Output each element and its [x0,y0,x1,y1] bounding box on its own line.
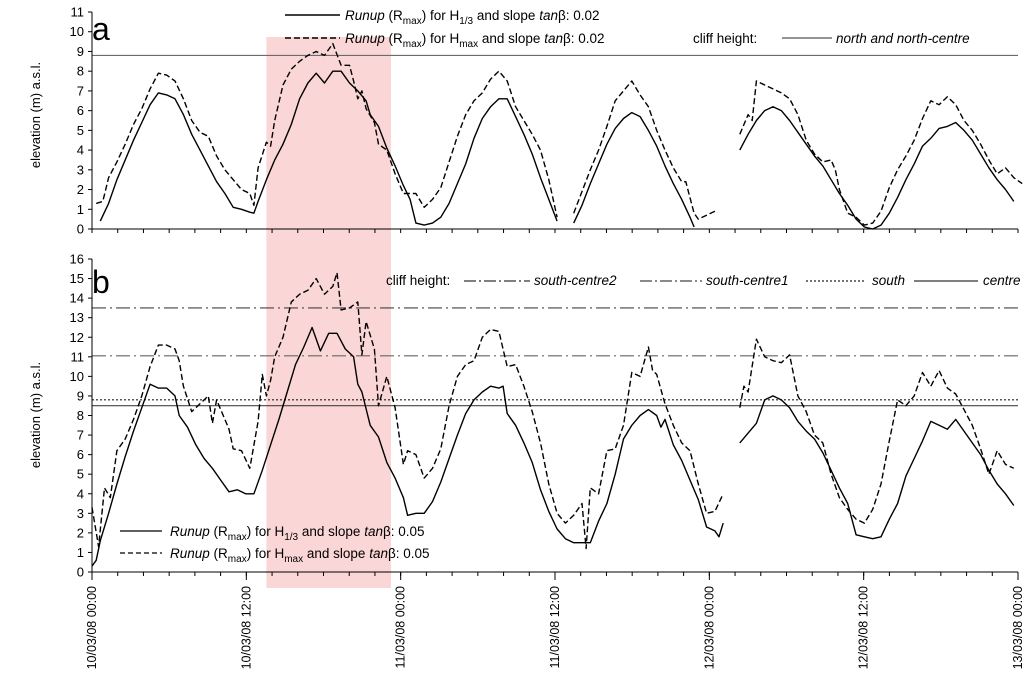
y-tick-label: 8 [77,408,84,423]
panel-b-label: b [92,264,110,300]
b-series [91,272,1015,567]
y-tick-label: 6 [77,447,84,462]
x-tick-label: 11/03/08 00:00 [394,586,408,669]
panel-a: 0 1 2 3 4 5 6 7 8 9 10 11 a elevation (m) a.s.l. Ru… [28,5,1023,237]
legend-b-sc2: south-centre2 [534,273,617,288]
y-tick-label: 13 [70,310,84,325]
y-tick-label: 2 [77,525,84,540]
y-tick-label: 10 [70,369,84,384]
legend-b-centre: centre [983,273,1021,288]
b-cliff-lines [92,307,1018,407]
x-axis-ticks: 10/03/08 00:00 10/03/08 12:00 11/03/08 00:… [85,572,1025,669]
y-tick-label: 12 [70,330,84,345]
y-tick-label: 14 [70,291,84,306]
panel-b-legend: Runup (Rmax) for H1/3 and slope tanβ: 0.… [120,524,430,565]
series-hmax-segment-1 [739,338,1015,524]
series-h13-segment-2 [739,105,1015,230]
y-tick-label: 11 [71,349,85,364]
legend-a-h13-text: Runup (Rmax) for H1/3 and slope tanβ: 0.… [345,8,600,27]
y-tick-label: 16 [70,252,84,267]
panel-b-cliff-legend: cliff height: south-centre2 south-centre… [386,273,1021,288]
panel-a-legend: Runup (Rmax) for H1/3 and slope tanβ: 0.… [285,8,970,50]
a-series [95,42,1023,230]
y-tick-label: 0 [77,565,84,580]
series-hmax-segment-2 [739,80,1023,226]
panel-b-ylabel: elevation (m) a.s.l. [28,362,43,468]
y-tick-label: 0 [77,222,84,237]
legend-a-hmax-text: Runup (Rmax) for Hmax and slope tanβ: 0.… [345,31,605,50]
y-tick-label: 6 [77,103,84,118]
series-h13-segment-1 [573,111,695,228]
series-hmax-segment-0 [95,42,558,218]
x-tick-label: 12/03/08 12:00 [857,586,871,669]
panel-a-ylabel: elevation (m) a.s.l. [28,62,43,168]
y-tick-label: 8 [77,64,84,79]
y-tick-label: 4 [77,486,84,501]
y-tick-label: 9 [77,388,84,403]
y-tick-label: 1 [77,545,84,560]
y-tick-label: 7 [77,83,84,98]
legend-b-cliff-label: cliff height: [386,273,450,288]
legend-b-south: south [872,273,905,288]
series-hmax-segment-0 [91,272,724,550]
a-axes: 0 1 2 3 4 5 6 7 8 9 10 11 [70,5,1019,237]
x-tick-label: 10/03/08 12:00 [239,586,253,669]
x-tick-label: 13/03/08 00:00 [1011,586,1025,669]
y-tick-label: 5 [77,467,84,482]
y-tick-label: 3 [77,506,84,521]
y-tick-label: 15 [70,271,84,286]
series-h13-segment-1 [739,395,1015,540]
series-h13-segment-0 [91,326,724,567]
series-h13-segment-0 [99,70,558,226]
highlight-layer [266,37,391,588]
legend-b-h13-text: Runup (Rmax) for H1/3 and slope tanβ: 0.… [170,524,425,543]
x-tick-label: 11/03/08 12:00 [548,586,562,669]
legend-b-hmax-text: Runup (Rmax) for Hmax and slope tanβ: 0.… [170,546,430,565]
legend-b-sc1: south-centre1 [706,273,789,288]
y-tick-label: 2 [77,182,84,197]
y-tick-label: 1 [77,202,84,217]
y-tick-label: 5 [77,123,84,138]
x-tick-label: 10/03/08 00:00 [85,586,99,669]
x-tick-label: 12/03/08 00:00 [702,586,716,669]
legend-a-cliff-label: cliff height: [693,31,757,46]
y-tick-label: 4 [77,143,84,158]
y-tick-label: 3 [77,162,84,177]
y-tick-label: 11 [71,5,85,20]
y-tick-label: 7 [77,428,84,443]
panel-a-label: a [92,11,110,47]
highlight-band [266,37,391,588]
y-tick-label: 9 [77,44,84,59]
series-hmax-segment-1 [573,80,716,220]
y-tick-label: 10 [70,24,84,39]
legend-a-cliff-north: north and north-centre [836,31,970,46]
